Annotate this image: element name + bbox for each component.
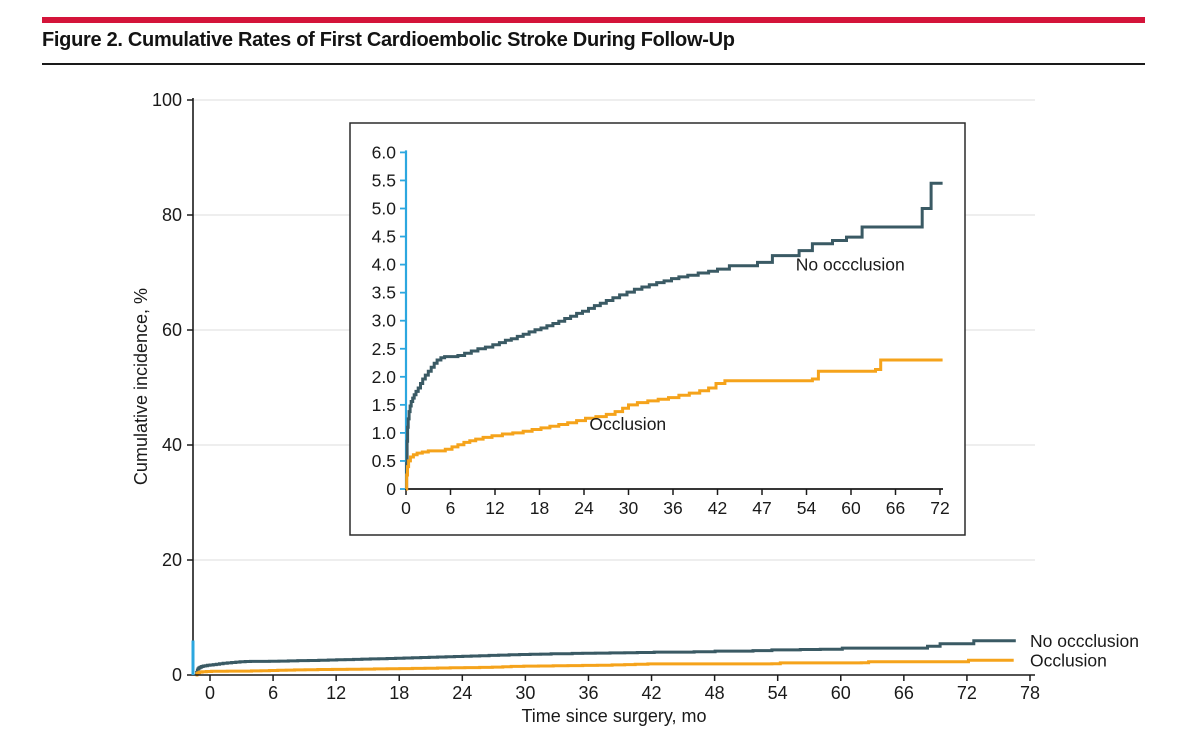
inset-y-tick-label: 6.0 [372,142,397,162]
inset-box [349,122,966,536]
main-y-tick-label: 100 [152,90,182,110]
inset-x-tick-label: 6 [446,498,456,518]
inset-y-tick-label: 1.5 [372,395,396,415]
main-x-tick-label: 0 [205,683,215,703]
inset-x-tick-label: 42 [708,498,727,518]
main-series-line-no-occclusion [195,639,1016,677]
inset-series-label-occlusion: Occlusion [589,414,666,434]
inset-x-tick-label: 36 [663,498,682,518]
main-x-tick-label: 36 [578,683,598,703]
inset-x-tick-label: 54 [797,498,817,518]
main-x-tick-label: 24 [452,683,472,703]
inset-x-tick-label: 12 [485,498,504,518]
inset-y-tick-label: 2.0 [372,367,397,387]
inset-y-tick-label: 3.0 [372,311,397,331]
inset-y-tick-label: 0.5 [372,451,396,471]
inset-x-tick-label: 30 [619,498,639,518]
main-x-tick-label: 12 [326,683,346,703]
main-y-tick-label: 80 [162,205,182,225]
inset-y-tick-label: 2.5 [372,339,396,359]
inset-series [405,181,943,491]
main-series-line-occlusion [195,658,1014,677]
inset-y-tick-label: 4.0 [372,255,397,275]
main-x-tick-label: 18 [389,683,409,703]
main-x-tick-label: 30 [515,683,535,703]
inset-y-tick-label: 3.5 [372,283,396,303]
main-series-label-no-occclusion: No occclusion [1030,631,1139,651]
main-series [195,639,1016,677]
main-y-tick-label: 0 [172,665,182,685]
main-x-tick-label: 72 [957,683,977,703]
inset-y-tick-label: 0 [386,479,396,499]
main-series-label-occlusion: Occlusion [1030,650,1107,670]
main-x-tick-label: 78 [1020,683,1040,703]
main-x-tick-label: 66 [894,683,914,703]
inset-y-tick-label: 1.0 [372,423,397,443]
x-axis-title: Time since surgery, mo [521,706,706,726]
inset-x-tick-label: 47 [752,498,771,518]
inset-x-tick-label: 60 [841,498,861,518]
figure-accent-bar [42,17,1145,23]
inset-x-tick-label: 0 [401,498,411,518]
main-y-tick-label: 20 [162,550,182,570]
main-x-tick-label: 60 [831,683,851,703]
inset-series-label-no-occclusion: No occclusion [796,255,905,275]
main-x-tick-label: 48 [705,683,725,703]
inset-x-tick-label: 66 [886,498,905,518]
inset-series-line-occlusion [405,358,943,491]
inset-x-tick-label: 72 [930,498,949,518]
main-y-tick-label: 60 [162,320,182,340]
inset-y-tick-label: 5.0 [372,199,397,219]
title-rule [42,63,1145,65]
inset-y-tick-label: 4.5 [372,227,396,247]
main-x-tick-label: 54 [768,683,788,703]
inset-y-tick-label: 5.5 [372,170,396,190]
main-x-tick-label: 42 [642,683,662,703]
inset-x-tick-label: 18 [530,498,549,518]
main-y-tick-label: 40 [162,435,182,455]
inset-series-line-no-occclusion [405,181,943,491]
main-x-tick-label: 6 [268,683,278,703]
inset-x-tick-label: 24 [574,498,594,518]
inset-chart: 0 0.5 1.0 1.5 2.0 2.5 3.0 3.5 4.0 4.5 5.0 5.5 6.0 0 6 1… [349,122,966,536]
y-axis-title: Cumulative incidence, % [131,288,151,485]
figure-title: Figure 2. Cumulative Rates of First Card… [42,29,735,51]
